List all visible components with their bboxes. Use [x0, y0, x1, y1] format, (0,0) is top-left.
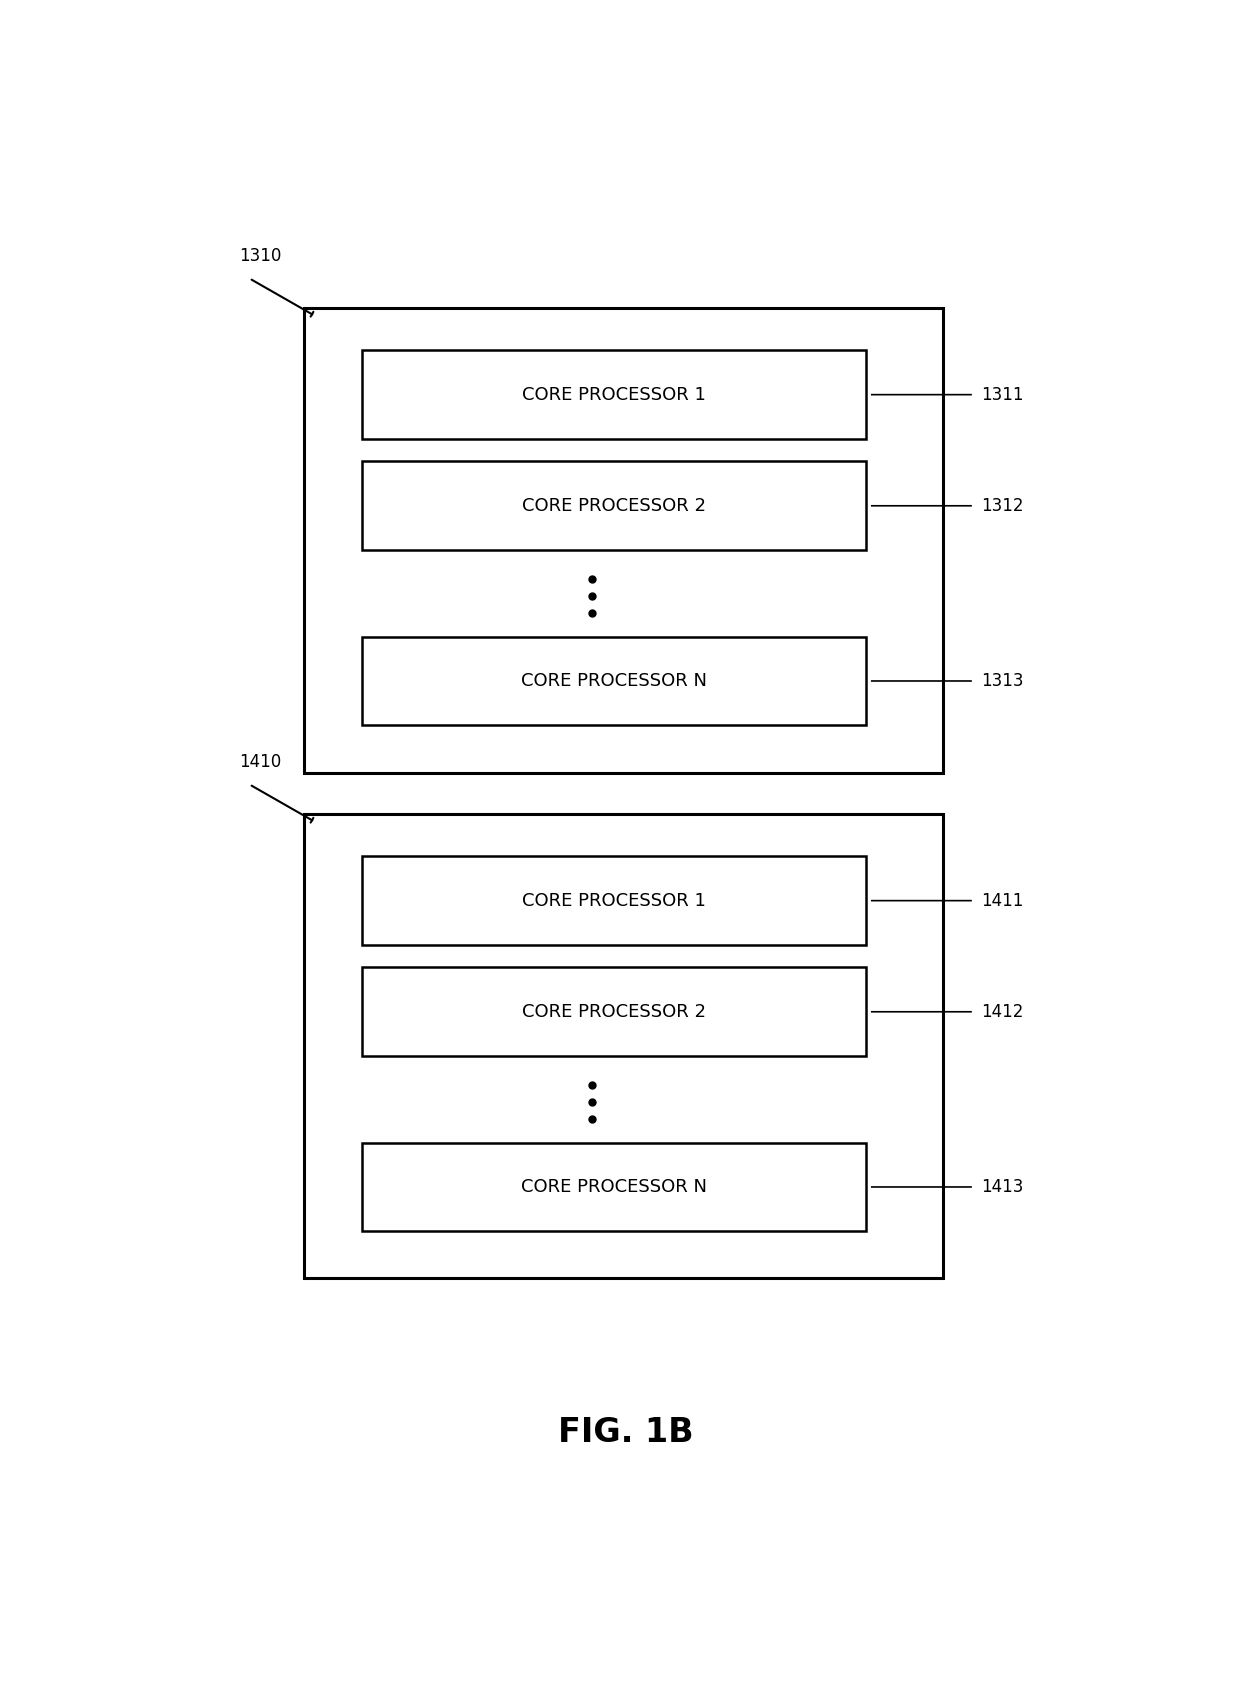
Bar	[362, 462, 867, 550]
Text: 1312: 1312	[982, 498, 1024, 514]
Bar	[362, 1143, 867, 1231]
Text: 1313: 1313	[982, 672, 1024, 689]
Text: 1410: 1410	[239, 754, 281, 771]
Text: 1310: 1310	[239, 248, 281, 265]
Text: CORE PROCESSOR 1: CORE PROCESSOR 1	[522, 891, 706, 910]
Text: FIG. 1B: FIG. 1B	[558, 1416, 693, 1450]
Text: CORE PROCESSOR 1: CORE PROCESSOR 1	[522, 385, 706, 404]
Text: CORE PROCESSOR 2: CORE PROCESSOR 2	[522, 498, 706, 514]
Text: CORE PROCESSOR N: CORE PROCESSOR N	[521, 1178, 707, 1195]
Bar	[362, 968, 867, 1056]
Text: 1412: 1412	[982, 1004, 1024, 1020]
Bar	[304, 815, 944, 1279]
Bar	[362, 350, 867, 440]
Text: CORE PROCESSOR N: CORE PROCESSOR N	[521, 672, 707, 689]
Text: 1413: 1413	[982, 1178, 1024, 1195]
Bar	[304, 309, 944, 773]
Text: 1311: 1311	[982, 385, 1024, 404]
Bar	[362, 856, 867, 946]
Text: 1411: 1411	[982, 891, 1024, 910]
Bar	[362, 637, 867, 725]
Text: CORE PROCESSOR 2: CORE PROCESSOR 2	[522, 1004, 706, 1020]
